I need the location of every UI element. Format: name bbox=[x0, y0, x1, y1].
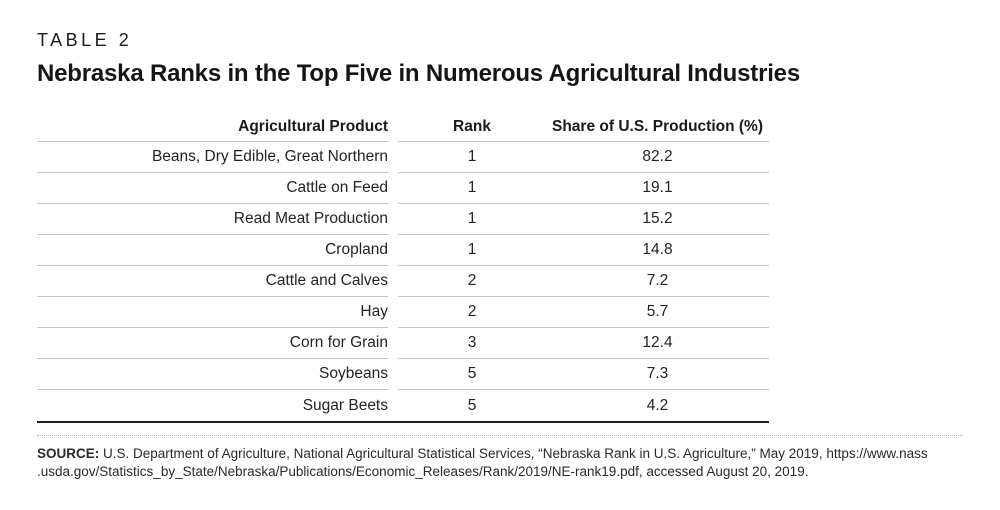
table-row: Soybeans 5 7.3 bbox=[37, 359, 769, 390]
share-cell: 19.1 bbox=[546, 173, 769, 204]
rank-cell: 2 bbox=[398, 266, 546, 297]
column-gap bbox=[388, 113, 398, 142]
column-gap bbox=[388, 204, 398, 235]
rank-cell: 5 bbox=[467, 396, 477, 414]
product-cell: Sugar Beets bbox=[302, 396, 388, 414]
table-row: Cattle and Calves 2 7.2 bbox=[37, 266, 769, 297]
page-title: Nebraska Ranks in the Top Five in Numero… bbox=[37, 60, 800, 87]
rank-cell: 1 bbox=[398, 142, 546, 173]
product-cell: Hay bbox=[37, 297, 388, 328]
column-gap bbox=[388, 359, 398, 390]
product-cell: Beans, Dry Edible, Great Northern bbox=[37, 142, 388, 173]
rank-cell: 2 bbox=[398, 297, 546, 328]
share-cell: 15.2 bbox=[546, 204, 769, 235]
column-gap bbox=[388, 266, 398, 297]
source-line-2: .usda.gov/Statistics_by_State/Nebraska/P… bbox=[37, 463, 809, 479]
agriculture-ranks-table: Agricultural Product Rank Share of U.S. … bbox=[37, 113, 769, 423]
product-cell: Cattle and Calves bbox=[37, 266, 388, 297]
rank-cell: 1 bbox=[398, 173, 546, 204]
source-label: SOURCE: bbox=[37, 446, 100, 461]
table-label: TABLE 2 bbox=[37, 30, 133, 50]
source-note: SOURCE: U.S. Department of Agriculture, … bbox=[37, 445, 967, 480]
column-gap bbox=[388, 328, 398, 359]
page: TABLE 2 Nebraska Ranks in the Top Five i… bbox=[37, 30, 967, 480]
product-cell: Corn for Grain bbox=[37, 328, 388, 359]
table-row: Cattle on Feed 1 19.1 bbox=[37, 173, 769, 204]
column-gap bbox=[388, 297, 398, 328]
share-cell: 4.2 bbox=[646, 396, 669, 414]
table-header-row: Agricultural Product Rank Share of U.S. … bbox=[37, 113, 769, 142]
table-row: Sugar Beets 5 4.2 bbox=[37, 390, 769, 423]
rank-cell: 1 bbox=[398, 235, 546, 266]
table-body: Beans, Dry Edible, Great Northern 1 82.2 Ca… bbox=[37, 142, 769, 423]
column-header-share: Share of U.S. Production (%) bbox=[546, 113, 769, 142]
source-divider bbox=[37, 435, 963, 436]
rank-cell: 3 bbox=[398, 328, 546, 359]
table-row: Hay 2 5.7 bbox=[37, 297, 769, 328]
share-cell: 14.8 bbox=[546, 235, 769, 266]
product-cell: Soybeans bbox=[37, 359, 388, 390]
share-cell: 7.2 bbox=[546, 266, 769, 297]
table-row: Corn for Grain 3 12.4 bbox=[37, 328, 769, 359]
share-cell: 7.3 bbox=[546, 359, 769, 390]
source-text-1: U.S. Department of Agriculture, National… bbox=[99, 446, 928, 461]
share-cell: 5.7 bbox=[546, 297, 769, 328]
share-cell: 12.4 bbox=[546, 328, 769, 359]
product-cell: Cattle on Feed bbox=[37, 173, 388, 204]
rank-cell: 1 bbox=[398, 204, 546, 235]
column-header-rank: Rank bbox=[398, 113, 546, 142]
column-header-agricultural-product: Agricultural Product bbox=[37, 113, 388, 142]
column-gap bbox=[388, 173, 398, 204]
table-row: Read Meat Production 1 15.2 bbox=[37, 204, 769, 235]
column-gap bbox=[388, 390, 398, 421]
source-line-1: SOURCE: U.S. Department of Agriculture, … bbox=[37, 445, 967, 463]
column-gap bbox=[388, 235, 398, 266]
share-cell: 82.2 bbox=[546, 142, 769, 173]
table-row: Beans, Dry Edible, Great Northern 1 82.2 bbox=[37, 142, 769, 173]
rank-cell: 5 bbox=[398, 359, 546, 390]
product-cell: Read Meat Production bbox=[37, 204, 388, 235]
column-gap bbox=[388, 142, 398, 173]
product-cell: Cropland bbox=[37, 235, 388, 266]
table-row: Cropland 1 14.8 bbox=[37, 235, 769, 266]
